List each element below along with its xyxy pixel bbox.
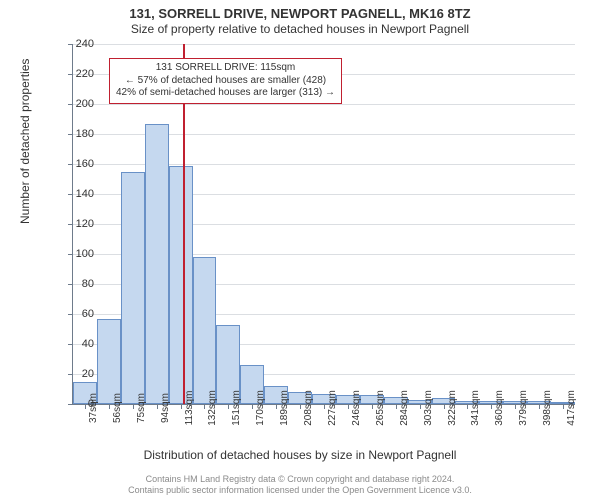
annotation-line: 42% of semi-detached houses are larger (… <box>116 87 335 100</box>
y-tick-label: 40 <box>66 338 94 350</box>
x-tick-label: 113sqm <box>184 391 195 426</box>
x-tick-label: 379sqm <box>518 390 529 426</box>
footer-line-2: Contains public sector information licen… <box>128 485 472 495</box>
x-tick-label: 37sqm <box>88 393 99 423</box>
chart-footer: Contains HM Land Registry data © Crown c… <box>0 474 600 496</box>
x-tick-mark <box>539 404 540 409</box>
y-tick-label: 220 <box>66 68 94 80</box>
x-tick-label: 94sqm <box>160 393 171 423</box>
chart-title-sub: Size of property relative to detached ho… <box>0 21 600 36</box>
x-tick-mark <box>133 404 134 409</box>
grid-line <box>73 104 575 105</box>
x-tick-label: 151sqm <box>231 390 242 426</box>
x-tick-mark <box>252 404 253 409</box>
grid-line <box>73 44 575 45</box>
x-tick-mark <box>420 404 421 409</box>
x-tick-mark <box>444 404 445 409</box>
x-tick-mark <box>563 404 564 409</box>
x-tick-mark <box>276 404 277 409</box>
x-tick-label: 208sqm <box>303 390 314 426</box>
chart-title-main: 131, SORRELL DRIVE, NEWPORT PAGNELL, MK1… <box>0 0 600 21</box>
x-tick-label: 75sqm <box>136 393 147 423</box>
chart-container: 131, SORRELL DRIVE, NEWPORT PAGNELL, MK1… <box>0 0 600 500</box>
x-tick-mark <box>372 404 373 409</box>
y-axis-label: Number of detached properties <box>18 59 32 224</box>
x-tick-label: 341sqm <box>470 390 481 426</box>
x-tick-mark <box>300 404 301 409</box>
x-tick-mark <box>181 404 182 409</box>
x-tick-label: 170sqm <box>255 390 266 426</box>
y-tick-label: 200 <box>66 98 94 110</box>
x-tick-mark <box>515 404 516 409</box>
y-tick-label: 180 <box>66 128 94 140</box>
x-tick-mark <box>228 404 229 409</box>
y-tick-label: 20 <box>66 368 94 380</box>
y-tick-label: 100 <box>66 248 94 260</box>
x-tick-mark <box>491 404 492 409</box>
annotation-line: 131 SORRELL DRIVE: 115sqm <box>116 62 335 75</box>
x-tick-mark <box>348 404 349 409</box>
x-tick-mark <box>467 404 468 409</box>
x-tick-label: 189sqm <box>279 390 290 426</box>
y-tick-label: 60 <box>66 308 94 320</box>
annotation-box: 131 SORRELL DRIVE: 115sqm← 57% of detach… <box>109 58 342 104</box>
footer-line-1: Contains HM Land Registry data © Crown c… <box>146 474 455 484</box>
y-tick-label: 160 <box>66 158 94 170</box>
x-tick-label: 227sqm <box>327 390 338 426</box>
x-tick-label: 303sqm <box>423 390 434 426</box>
x-tick-label: 265sqm <box>375 390 386 426</box>
x-tick-mark <box>157 404 158 409</box>
x-axis-label: Distribution of detached houses by size … <box>0 448 600 462</box>
x-tick-label: 398sqm <box>542 390 553 426</box>
x-tick-label: 360sqm <box>494 390 505 426</box>
plot-area: 131 SORRELL DRIVE: 115sqm← 57% of detach… <box>72 44 575 405</box>
x-tick-label: 284sqm <box>399 390 410 426</box>
x-tick-label: 322sqm <box>447 390 458 426</box>
x-tick-label: 246sqm <box>351 390 362 426</box>
x-tick-mark <box>109 404 110 409</box>
y-tick-label: 120 <box>66 218 94 230</box>
x-tick-label: 417sqm <box>566 390 577 426</box>
y-tick-label: 140 <box>66 188 94 200</box>
y-tick-label: 80 <box>66 278 94 290</box>
histogram-bar <box>193 257 217 404</box>
histogram-bar <box>97 319 121 405</box>
histogram-bar <box>145 124 169 405</box>
x-tick-mark <box>204 404 205 409</box>
histogram-bar <box>169 166 193 405</box>
x-tick-mark <box>396 404 397 409</box>
x-tick-mark <box>324 404 325 409</box>
y-tick-label: 240 <box>66 38 94 50</box>
x-tick-label: 56sqm <box>112 393 123 423</box>
x-tick-label: 132sqm <box>207 390 218 426</box>
histogram-bar <box>121 172 145 405</box>
annotation-line: ← 57% of detached houses are smaller (42… <box>116 75 335 88</box>
